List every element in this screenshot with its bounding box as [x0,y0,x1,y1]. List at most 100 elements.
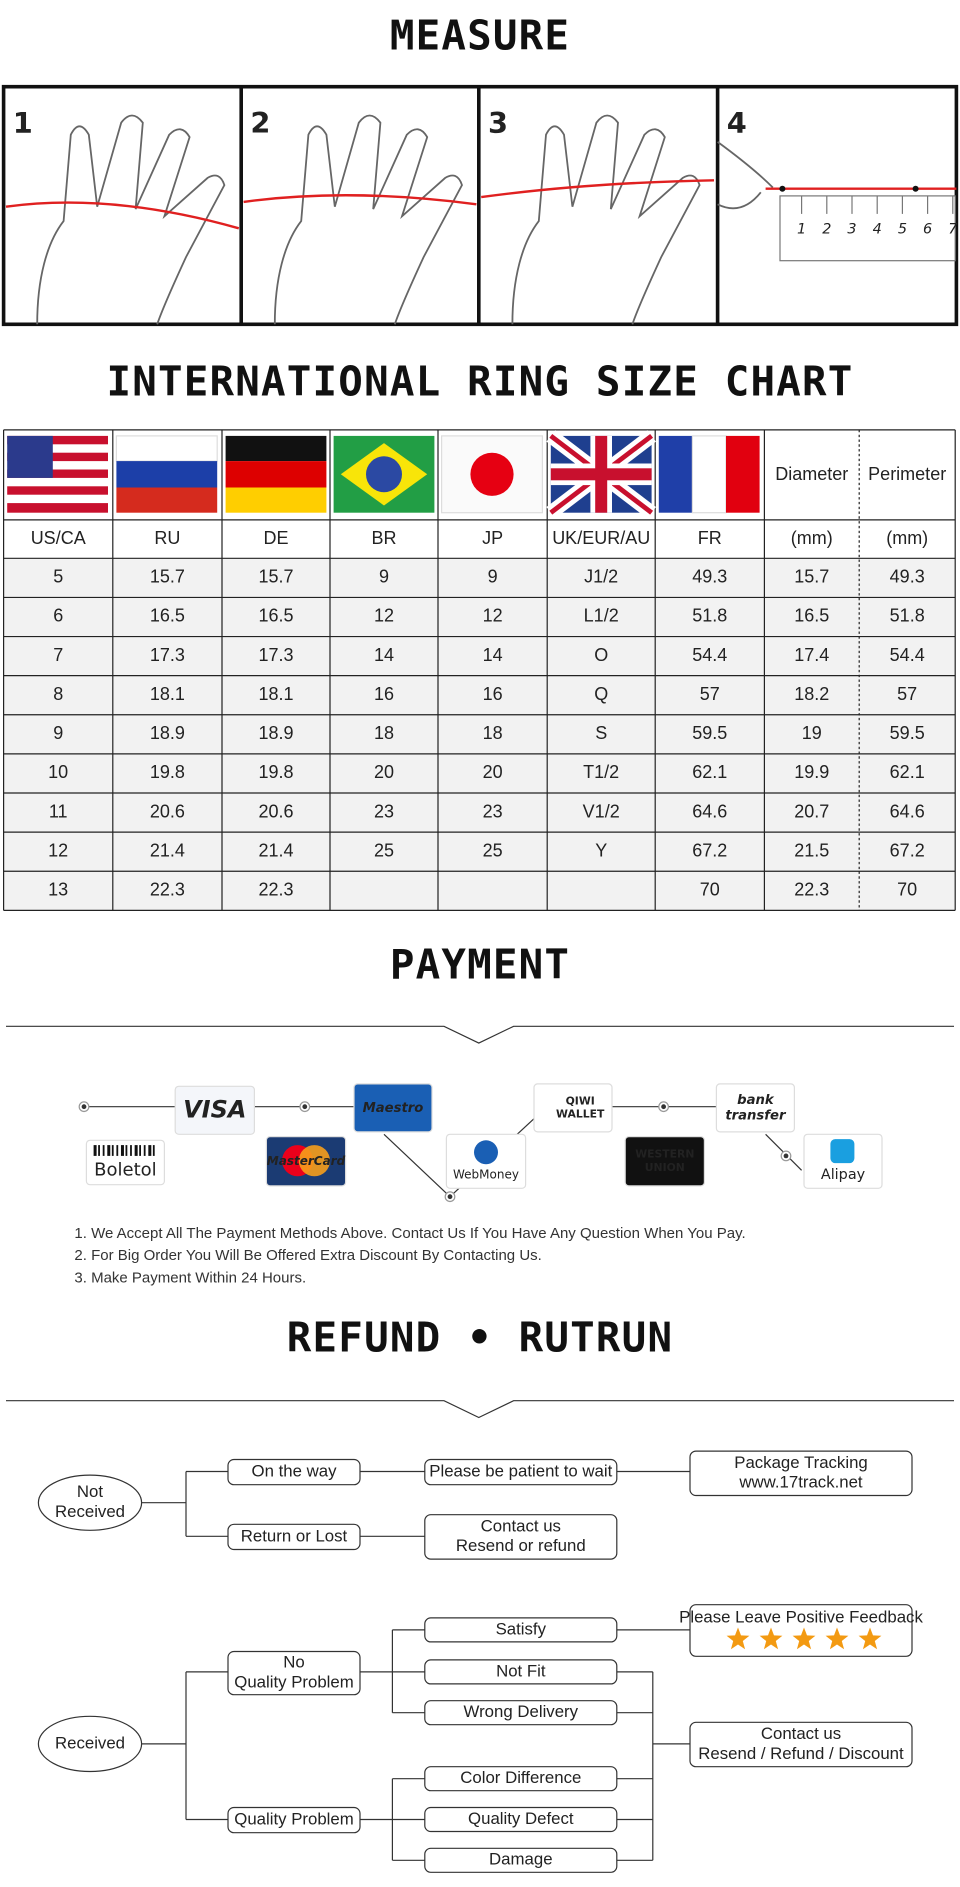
ruler-label: 5 [898,222,907,238]
flag-part [470,452,514,496]
section-title: PAYMENT [390,941,570,989]
column-header: BR [371,528,396,548]
table-cell: 16.5 [794,606,829,626]
node-label: www.17track.net [738,1473,863,1492]
flag-part [366,456,402,493]
flag-br [333,435,435,513]
table-cell: 12 [483,606,503,626]
flag-us [7,435,109,513]
flag-part [691,435,727,514]
node-label: Wrong Delivery [464,1702,579,1721]
thread [5,201,240,230]
barcode-bar [130,1145,132,1156]
barcode-bar [152,1145,155,1156]
node-label: Resend or refund [456,1536,586,1555]
table-cell: 18.2 [794,684,829,704]
star [858,1627,882,1650]
node-label: Quality Problem [234,1810,354,1829]
tree-node [424,1617,618,1643]
logo-shape [298,1145,330,1177]
payment-label: Boletol [94,1159,157,1180]
node-label: Please Leave Positive Feedback [679,1607,923,1626]
flag-part [116,461,218,488]
tree-node [424,1458,618,1486]
barcode-bar [98,1145,100,1156]
table-cell: 59.5 [890,723,925,743]
table-cell: 19.8 [150,762,185,782]
thread [243,194,477,206]
size-table: Diameter Perimeter US/CA RU DE BR JP UK/EUR/AU F… [3,429,956,911]
table-cell: 9 [379,567,389,587]
connector-dot [783,1153,789,1159]
node-label: Quality Problem [234,1672,354,1691]
flag-part [116,487,218,513]
table-cell: 23 [483,801,503,821]
table-cell: 17.4 [794,645,829,665]
section-title: REFUND • RUTRUN [287,1314,673,1362]
divider [6,1025,954,1044]
tree-node [37,1474,143,1531]
table-cell: 57 [700,684,720,704]
table-cell: 9 [53,723,63,743]
node-label: Contact us [761,1724,841,1743]
table-cell: 59.5 [692,723,727,743]
barcode-bar [139,1145,141,1156]
table-cell: 19.8 [258,762,293,782]
table-cell: 11 [49,801,68,821]
table-cell: Y [595,840,607,860]
table-cell: 25 [483,840,503,860]
barcode-bar [116,1145,119,1156]
table-cell: 18.1 [150,684,185,704]
table-cell: 67.2 [692,840,727,860]
flag-part [726,435,760,513]
table-cell: 51.8 [692,606,727,626]
hand-drawing [36,114,226,325]
table-cell: 18 [374,723,394,743]
column-header: Perimeter [868,464,946,484]
table-cell: Q [594,684,608,704]
ruler-label: 1 [797,222,806,238]
table-cell: 17.3 [258,645,293,665]
star [759,1627,783,1650]
barcode-bar [134,1145,138,1156]
body-background [3,558,956,911]
flag-de [225,435,327,513]
node-label: Package Tracking [734,1453,868,1472]
barcode-bar [125,1145,128,1156]
step-number: 2 [250,106,270,140]
payment-note: 1. We Accept All The Payment Methods Abo… [74,1225,745,1242]
node-label: Damage [489,1850,552,1869]
node-label: Received [55,1733,125,1752]
column-header: FR [698,528,722,548]
payment-logo [353,1083,433,1133]
column-header: (mm) [886,528,928,548]
ruler-label: 2 [822,222,831,238]
flag-part [550,468,652,481]
node-label: No [283,1653,304,1672]
payment-label: Alipay [821,1167,866,1183]
tree-line [360,1671,690,1861]
connector [383,1133,451,1198]
flag-uk [546,430,656,519]
node-label: Quality Defect [468,1809,574,1828]
flag-ru [115,435,218,513]
thread [481,179,715,199]
tree-node [424,1847,618,1873]
table-cell: 54.4 [890,645,925,665]
table-cell: 20.7 [794,801,829,821]
tree-node [227,1458,361,1486]
flag-part [7,452,109,462]
tree-node [689,1450,913,1497]
table-cell: 51.8 [890,606,925,626]
column-header: RU [154,528,180,548]
table-cell: V1/2 [583,801,620,821]
table-cell: 16 [483,684,503,704]
barcode-bar [107,1145,111,1156]
payment-label: transfer [725,1109,787,1124]
tree-node [424,1700,618,1726]
table-cell: 16.5 [150,606,185,626]
barcode-bar [93,1145,97,1156]
tree-node [424,1514,618,1560]
